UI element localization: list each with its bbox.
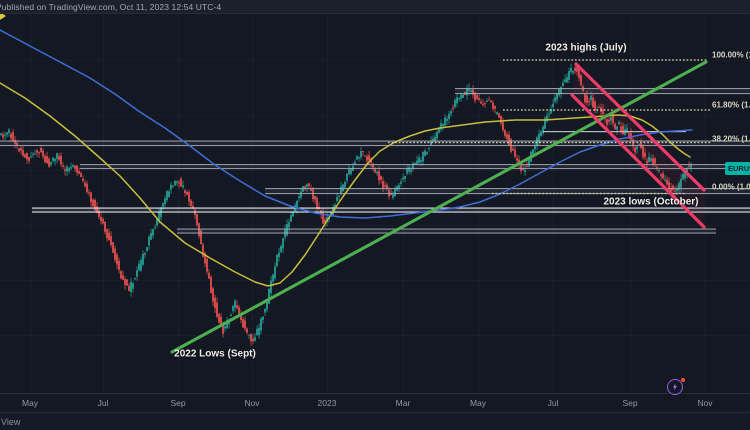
brand-partial-text: View	[1, 417, 21, 427]
time-axis-label: Nov	[244, 398, 260, 408]
publish-bar: Published on TradingView.com, Oct 11, 20…	[0, 0, 750, 14]
time-axis[interactable]: May Jul Sep Nov 2023 Mar May Jul Sep Nov	[0, 393, 750, 413]
replay-flash-button[interactable]	[666, 378, 685, 397]
symbol-price-badge: EURUSD	[725, 162, 750, 175]
time-axis-label: Nov	[697, 398, 713, 408]
fib-level-label: 100.00% (1.	[712, 50, 750, 60]
footer-bar: View	[0, 412, 750, 430]
time-axis-label: Jul	[97, 398, 109, 408]
time-axis-label: Jul	[547, 398, 559, 408]
chart-annotation: 2023 highs (July)	[545, 42, 627, 54]
chart-annotation: 2023 lows (October)	[603, 196, 699, 208]
fib-level-label: 0.00% (1.04	[712, 182, 750, 192]
publish-text: Published on TradingView.com, Oct 11, 20…	[0, 2, 222, 12]
time-axis-label: Sep	[170, 398, 186, 408]
candlestick-canvas[interactable]	[0, 0, 750, 393]
lightning-bolt-circle-icon	[667, 379, 683, 395]
time-axis-label: 2023	[317, 398, 337, 408]
time-axis-label: Sep	[622, 398, 638, 408]
time-axis-label: May	[469, 398, 487, 408]
fib-level-label: 38.20% (1.0	[712, 134, 750, 144]
fib-level-label: 61.80% (1.0	[712, 100, 750, 110]
red-dot-badge	[681, 378, 685, 382]
time-axis-label: Mar	[395, 398, 411, 408]
time-axis-label: May	[21, 398, 39, 408]
chart-annotation: 2022 Lows (Sept)	[174, 348, 256, 360]
yellow-triangle-icon	[0, 12, 6, 20]
